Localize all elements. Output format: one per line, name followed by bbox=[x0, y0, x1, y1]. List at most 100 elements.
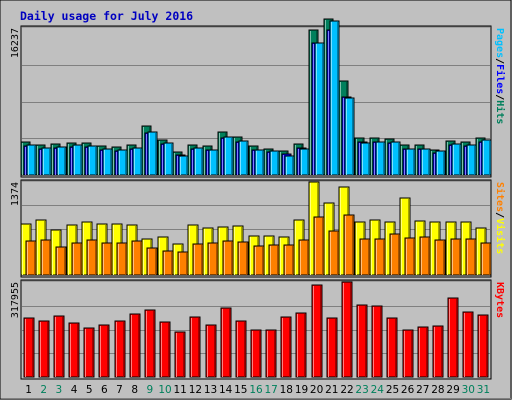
legend-entry: Visits bbox=[494, 218, 506, 254]
bar-sites-day-26 bbox=[404, 237, 416, 276]
bar-sites-day-19 bbox=[298, 239, 310, 276]
bar-sites-day-6 bbox=[101, 242, 113, 276]
bar-sites-day-27 bbox=[419, 236, 431, 276]
day-label: 25 bbox=[386, 384, 399, 396]
bar-kbytes-day-24 bbox=[371, 305, 383, 378]
day-label: 17 bbox=[265, 384, 278, 396]
bar-kbytes-day-7 bbox=[114, 320, 126, 378]
day-label: 15 bbox=[234, 384, 247, 396]
day-label: 31 bbox=[477, 384, 490, 396]
bar-kbytes-day-18 bbox=[280, 316, 292, 378]
day-label: 26 bbox=[401, 384, 415, 396]
legend-entry: / bbox=[494, 94, 505, 100]
day-label: 14 bbox=[219, 384, 233, 396]
day-label: 16 bbox=[249, 384, 263, 396]
bar-sites-day-22 bbox=[343, 214, 355, 276]
day-label: 4 bbox=[71, 384, 78, 396]
bar-pages-day-22 bbox=[344, 97, 355, 176]
bar-kbytes-day-12 bbox=[189, 316, 201, 378]
bar-sites-day-11 bbox=[177, 251, 189, 276]
bar-pages-day-7 bbox=[117, 149, 128, 176]
bar-sites-day-20 bbox=[313, 216, 325, 276]
bar-pages-day-8 bbox=[132, 147, 143, 176]
day-label: 1 bbox=[25, 384, 32, 396]
bar-kbytes-day-6 bbox=[98, 324, 110, 378]
bar-sites-day-2 bbox=[40, 239, 52, 276]
day-label: 12 bbox=[189, 384, 202, 396]
legend: Sites/Visits bbox=[494, 182, 506, 254]
legend-entry: Sites bbox=[494, 182, 506, 212]
bar-kbytes-day-10 bbox=[159, 321, 171, 378]
bar-sites-day-10 bbox=[162, 250, 174, 276]
day-label: 22 bbox=[340, 384, 353, 396]
day-label: 13 bbox=[204, 384, 217, 396]
bar-kbytes-day-25 bbox=[386, 317, 398, 378]
bar-kbytes-day-23 bbox=[356, 304, 368, 378]
bar-sites-day-13 bbox=[207, 242, 219, 276]
bar-pages-day-2 bbox=[41, 147, 52, 176]
bar-kbytes-day-4 bbox=[68, 322, 80, 378]
bar-pages-day-18 bbox=[284, 155, 295, 176]
y-max-label: 1374 bbox=[10, 182, 21, 206]
bar-kbytes-day-31 bbox=[477, 314, 489, 378]
day-label: 23 bbox=[355, 384, 368, 396]
day-label: 24 bbox=[371, 384, 385, 396]
day-label: 6 bbox=[101, 384, 108, 396]
bar-sites-day-16 bbox=[253, 245, 265, 276]
bar-kbytes-day-20 bbox=[311, 284, 323, 378]
bar-sites-day-25 bbox=[389, 233, 401, 276]
day-label: 3 bbox=[56, 384, 63, 396]
bar-kbytes-day-5 bbox=[83, 327, 95, 378]
bar-pages-day-5 bbox=[87, 145, 98, 176]
bar-pages-day-29 bbox=[451, 143, 462, 176]
bar-sites-day-31 bbox=[480, 242, 492, 276]
bar-kbytes-day-14 bbox=[220, 307, 232, 378]
y-max-label: 317955 bbox=[10, 282, 21, 318]
bar-pages-day-4 bbox=[72, 144, 83, 176]
bar-pages-day-13 bbox=[208, 149, 219, 176]
legend-entry: / bbox=[494, 212, 505, 218]
day-label: 28 bbox=[431, 384, 444, 396]
day-label: 29 bbox=[446, 384, 459, 396]
bar-pages-day-17 bbox=[269, 150, 280, 176]
panel-visits-sites: 1374 Sites/Visits bbox=[10, 179, 506, 278]
bar-sites-day-29 bbox=[450, 238, 462, 276]
bar-sites-day-28 bbox=[434, 239, 446, 276]
bar-pages-day-3 bbox=[56, 146, 67, 176]
bar-kbytes-day-21 bbox=[326, 317, 338, 378]
bar-kbytes-day-30 bbox=[462, 311, 474, 378]
bar-kbytes-day-16 bbox=[250, 329, 262, 378]
bar-kbytes-day-27 bbox=[417, 326, 429, 378]
bar-kbytes-day-15 bbox=[235, 320, 247, 378]
bar-sites-day-23 bbox=[359, 238, 371, 276]
bar-sites-day-21 bbox=[328, 230, 340, 276]
panel-kbytes: 317955 KBytes bbox=[10, 279, 505, 380]
bar-kbytes-day-22 bbox=[341, 281, 353, 378]
bar-pages-day-10 bbox=[163, 142, 174, 176]
bar-kbytes-day-1 bbox=[23, 317, 35, 378]
bar-kbytes-day-2 bbox=[38, 320, 50, 378]
bar-pages-day-20 bbox=[314, 42, 325, 176]
day-label: 9 bbox=[147, 384, 154, 396]
day-label: 5 bbox=[86, 384, 93, 396]
bar-pages-day-23 bbox=[360, 142, 371, 176]
day-label: 10 bbox=[158, 384, 171, 396]
bar-sites-day-5 bbox=[86, 239, 98, 276]
bar-pages-day-14 bbox=[223, 136, 234, 176]
bar-sites-day-3 bbox=[55, 246, 67, 276]
bar-kbytes-day-19 bbox=[295, 312, 307, 378]
legend-entry: / bbox=[494, 58, 505, 64]
bar-sites-day-17 bbox=[268, 244, 280, 276]
day-label: 19 bbox=[295, 384, 308, 396]
bar-pages-day-21 bbox=[329, 20, 340, 176]
bar-sites-day-8 bbox=[131, 240, 143, 276]
bar-kbytes-day-3 bbox=[53, 315, 65, 378]
day-label: 30 bbox=[462, 384, 475, 396]
bar-pages-day-24 bbox=[375, 141, 386, 176]
bar-kbytes-day-13 bbox=[205, 324, 217, 378]
legend: KBytes bbox=[494, 282, 505, 318]
bar-pages-day-27 bbox=[420, 148, 431, 176]
bar-kbytes-day-26 bbox=[402, 329, 414, 378]
